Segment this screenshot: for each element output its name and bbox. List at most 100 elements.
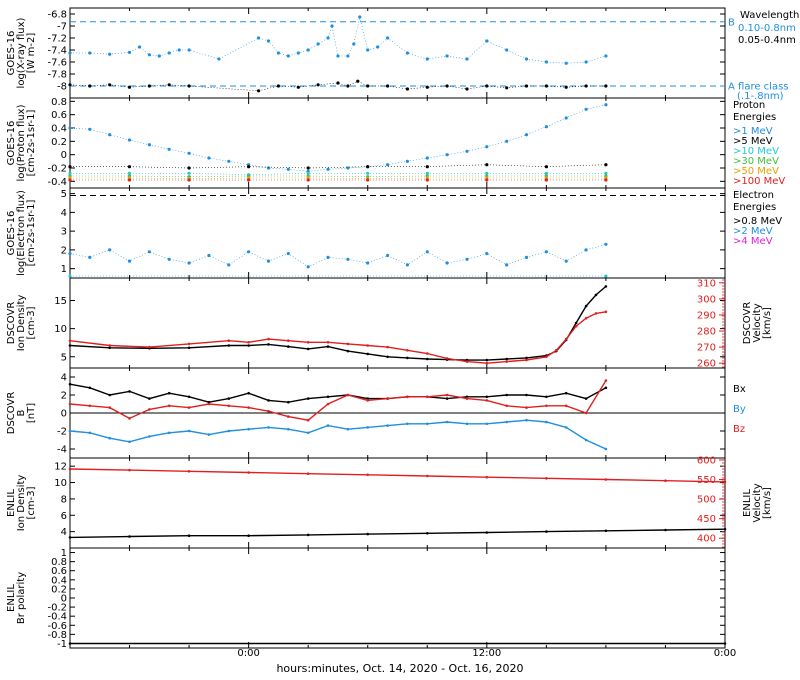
data-point xyxy=(286,167,290,171)
right-y-tick-label: 300 xyxy=(697,294,716,305)
data-point xyxy=(266,39,271,43)
x-tick-label: 0:00 xyxy=(237,648,259,659)
y-tick-label: 0 xyxy=(61,409,67,420)
data-point xyxy=(366,84,370,88)
data-point xyxy=(88,127,92,131)
y-axis-label-line: [nT] xyxy=(26,403,37,423)
data-point xyxy=(545,404,548,408)
data-point xyxy=(187,429,191,433)
series--10-mev xyxy=(68,171,608,177)
right-y-tick-label: 310 xyxy=(697,278,716,289)
data-point xyxy=(267,343,270,346)
y-axis-label: ENLILIon Density[cm-3] xyxy=(6,475,37,532)
data-point xyxy=(267,337,270,341)
data-point xyxy=(68,274,72,278)
data-point xyxy=(485,475,489,479)
data-point xyxy=(544,171,549,175)
data-point xyxy=(167,83,171,87)
data-point xyxy=(525,406,528,409)
data-point xyxy=(604,447,608,451)
data-point xyxy=(287,339,290,343)
y-tick-label: 6 xyxy=(61,511,67,522)
y-tick-label: 12 xyxy=(54,462,67,473)
data-point xyxy=(604,103,608,107)
data-point xyxy=(366,352,370,356)
data-point xyxy=(485,531,489,534)
data-point xyxy=(306,347,310,351)
data-point xyxy=(287,427,290,431)
data-point xyxy=(544,60,549,64)
y-tick-label: -1 xyxy=(57,639,67,650)
data-point xyxy=(485,358,489,362)
data-point xyxy=(108,83,112,87)
data-point xyxy=(128,535,131,538)
data-point xyxy=(187,342,191,346)
data-point xyxy=(544,178,549,182)
y-axis-label-line: log(Electron flux) xyxy=(16,190,27,276)
y-tick-label: -0.2 xyxy=(47,603,67,614)
data-point xyxy=(88,51,92,55)
data-point xyxy=(545,420,548,424)
data-point xyxy=(723,642,727,645)
series-line xyxy=(69,311,607,364)
data-point xyxy=(524,255,529,259)
data-point xyxy=(346,54,350,58)
data-point xyxy=(584,304,588,308)
data-point xyxy=(604,529,608,533)
data-point xyxy=(276,84,280,88)
data-point xyxy=(545,477,548,480)
data-point xyxy=(604,54,608,58)
data-point xyxy=(257,36,261,40)
y-tick-label: -4 xyxy=(57,445,67,456)
data-point xyxy=(604,242,608,246)
data-point xyxy=(426,532,429,535)
legend-title: Proton xyxy=(733,100,765,111)
right-y-tick-label: 280 xyxy=(697,327,716,338)
data-point xyxy=(147,250,151,254)
data-point xyxy=(445,153,449,157)
y-tick-label: 4 xyxy=(61,373,67,384)
data-point xyxy=(108,52,112,56)
reference-line-sublabel: (.1-.8nm) xyxy=(737,91,784,102)
data-point xyxy=(137,45,142,49)
series-0-05-0-4nm xyxy=(68,79,608,93)
series-line xyxy=(69,380,607,421)
right-y-tick-label: 550 xyxy=(697,475,716,486)
data-point xyxy=(187,470,191,473)
data-point xyxy=(505,420,509,424)
data-point xyxy=(127,259,132,263)
data-point xyxy=(227,404,231,408)
right-y-axis-label: DSCOVRVelocity[km/s] xyxy=(742,302,773,345)
data-point xyxy=(544,165,549,169)
data-point xyxy=(386,36,390,40)
data-point xyxy=(266,259,271,263)
legend-title: Energies xyxy=(733,112,776,123)
y-axis-label-line: log(Proton flux) xyxy=(16,104,27,181)
data-point xyxy=(157,54,161,58)
data-point xyxy=(386,345,389,349)
data-point xyxy=(187,534,191,537)
data-point xyxy=(247,165,251,169)
data-point xyxy=(525,358,528,362)
y-axis-label: ENLILBr polarity xyxy=(6,572,27,624)
data-point xyxy=(445,357,449,360)
data-point xyxy=(425,171,429,175)
data-point xyxy=(525,356,528,360)
data-point xyxy=(68,536,72,539)
series-line xyxy=(70,164,606,169)
data-point xyxy=(425,250,429,254)
data-point xyxy=(505,404,509,408)
data-point xyxy=(445,84,449,88)
y-tick-label: 4 xyxy=(61,208,67,219)
data-point xyxy=(187,84,191,88)
data-point xyxy=(68,83,72,87)
series-br-polarity xyxy=(68,642,727,645)
series-line xyxy=(69,528,726,539)
data-point xyxy=(127,138,132,142)
data-point xyxy=(604,478,608,481)
y-axis-label-line: [W m-2] xyxy=(26,33,37,74)
data-point xyxy=(68,402,72,406)
data-point xyxy=(88,431,92,435)
data-point xyxy=(425,178,429,182)
